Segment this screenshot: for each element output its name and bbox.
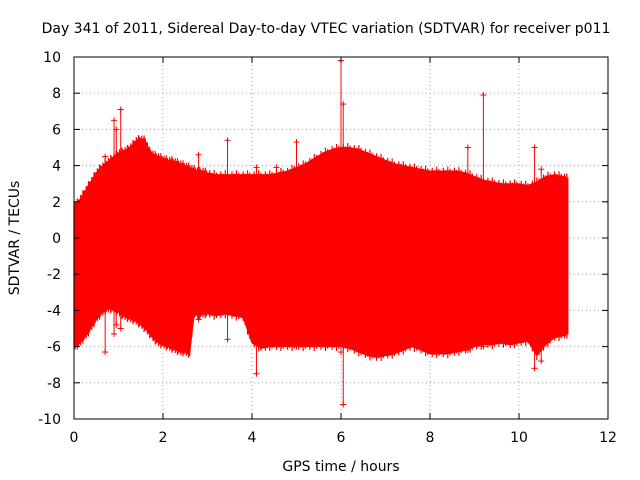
x-tick-label: 4 (248, 430, 257, 446)
x-axis: 0 2 4 6 8 10 12 (70, 57, 617, 446)
chart-title: Day 341 of 2011, Sidereal Day-to-day VTE… (42, 21, 611, 37)
x-tick-label: 2 (159, 430, 168, 446)
y-tick-label: -4 (47, 303, 61, 319)
y-tick-label: 10 (43, 50, 61, 66)
x-tick-label: 0 (70, 430, 79, 446)
x-tick-label: 6 (337, 430, 346, 446)
plot-area (73, 57, 569, 408)
x-tick-label: 10 (510, 430, 528, 446)
y-axis: -10 -8 -6 -4 -2 0 2 4 6 8 10 (38, 50, 608, 428)
y-tick-label: 4 (52, 159, 61, 175)
y-axis-title: SDTVAR / TECUs (7, 181, 23, 296)
x-tick-label: 8 (426, 430, 435, 446)
y-tick-label: 8 (52, 86, 61, 102)
y-tick-label: 0 (52, 231, 61, 247)
x-axis-title: GPS time / hours (282, 459, 399, 475)
x-tick-label: 12 (599, 430, 617, 446)
y-tick-label: -10 (38, 412, 61, 428)
y-tick-label: -2 (47, 267, 61, 283)
y-tick-label: -6 (47, 340, 61, 356)
y-tick-label: -8 (47, 376, 61, 392)
y-tick-label: 2 (52, 195, 61, 211)
y-tick-label: 6 (52, 122, 61, 138)
